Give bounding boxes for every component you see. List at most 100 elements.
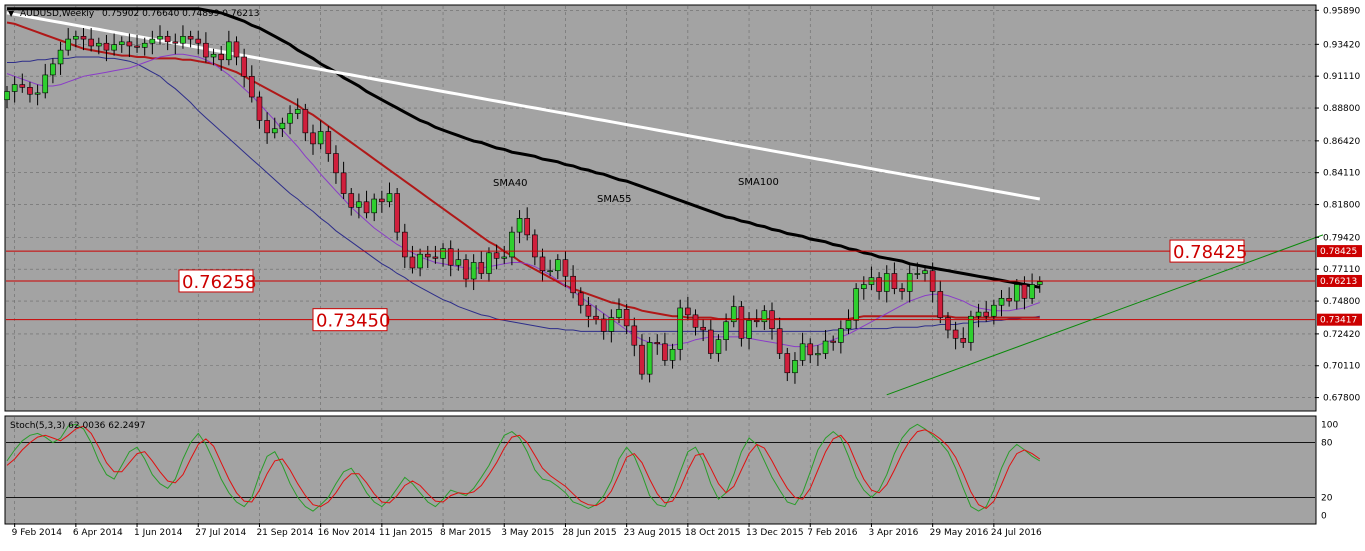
- candle-body: [776, 328, 783, 354]
- bull-candle: [118, 36, 125, 53]
- candle-body: [792, 360, 798, 374]
- candle-body: [593, 315, 599, 320]
- candle-body: [88, 38, 94, 47]
- candle-body: [432, 256, 439, 259]
- bear-candle: [478, 251, 485, 280]
- bull-candle: [96, 37, 102, 55]
- candle-body: [264, 120, 270, 134]
- bear-candle: [363, 190, 370, 219]
- y-tick-label: 0.91110: [1323, 72, 1360, 82]
- candle-body: [333, 153, 339, 174]
- bear-candle: [899, 283, 905, 300]
- x-tick-label: 18 Oct 2015: [685, 528, 741, 538]
- candle-body: [815, 353, 821, 356]
- stoch-signal-line: [6, 425, 1041, 510]
- y-tick-label: 0.72420: [1323, 330, 1360, 340]
- candle-body: [96, 42, 102, 47]
- bear-candle: [401, 223, 408, 268]
- candle-body: [669, 349, 676, 361]
- bear-candle: [593, 305, 599, 325]
- candle-body: [715, 339, 722, 354]
- x-tick-label: 9 Feb 2014: [12, 528, 63, 538]
- candle-body: [233, 41, 240, 58]
- y-tick-label: 0.95890: [1323, 6, 1360, 16]
- bull-candle: [501, 245, 508, 264]
- candle-body: [524, 218, 531, 236]
- candle-body: [249, 76, 255, 98]
- bull-candle: [42, 63, 49, 99]
- bear-candle: [937, 280, 944, 324]
- candle-body: [218, 53, 224, 61]
- stoch-y-tick-label: 20: [1321, 493, 1333, 503]
- bull-candle: [922, 265, 928, 282]
- candle-body: [570, 275, 576, 294]
- candle-body: [746, 320, 752, 339]
- candle-body: [241, 56, 247, 77]
- candle-body: [195, 38, 202, 44]
- bear-candle: [203, 32, 209, 63]
- candle-body: [118, 41, 125, 45]
- candle-body: [876, 277, 882, 292]
- candle-body: [394, 193, 400, 233]
- bull-candle: [998, 290, 1005, 317]
- ohlc-values: 0.75902 0.76640 0.74899 0.76213: [102, 9, 259, 19]
- candle-body: [424, 253, 431, 258]
- sma40-line: [7, 56, 1040, 332]
- horizontal-levels: 0.78425 0.78425 0.76258 0.76213 0.73450 0.734…: [6, 234, 1362, 396]
- candle-body: [807, 343, 814, 356]
- bear-candle: [103, 34, 110, 62]
- candle-body: [738, 306, 745, 339]
- candle-body: [830, 340, 837, 343]
- bull-candle: [111, 33, 117, 56]
- bear-candle: [692, 309, 699, 336]
- bear-candle: [88, 28, 94, 52]
- bull-candle: [677, 299, 684, 361]
- candle-body: [906, 273, 913, 292]
- candle-body: [577, 292, 584, 306]
- candle-body: [4, 91, 10, 101]
- price-axis-marker-label: 0.78425: [1320, 247, 1357, 257]
- candle-body: [126, 41, 133, 47]
- candle-body: [922, 270, 928, 274]
- bear-candle: [409, 245, 416, 274]
- candle-body: [554, 259, 561, 272]
- bull-candle: [991, 299, 997, 325]
- candle-body: [149, 38, 156, 44]
- candle-body: [447, 248, 454, 266]
- symbol-arrow-icon[interactable]: ▼: [8, 9, 15, 18]
- candle-body: [945, 317, 951, 331]
- candle-body: [203, 42, 209, 58]
- bear-candle: [256, 91, 263, 129]
- candle-body: [226, 41, 232, 61]
- x-tick-label: 1 Jun 2014: [134, 528, 183, 538]
- candle-body: [455, 259, 462, 266]
- x-tick-label: 3 Apr 2016: [868, 528, 918, 538]
- price-axis-marker: [1317, 313, 1362, 326]
- candle-body: [256, 96, 263, 121]
- stoch-y-tick-label: 0: [1321, 512, 1327, 522]
- bear-candle: [570, 265, 576, 299]
- bear-candle: [776, 317, 783, 359]
- bull-candle: [226, 30, 232, 66]
- symbol-title: AUDUSD,Weekly: [20, 9, 95, 19]
- bear-candle: [394, 188, 400, 241]
- candle-body: [662, 343, 668, 361]
- candle-body: [608, 317, 615, 332]
- bull-candle: [554, 254, 561, 280]
- bull-candle: [646, 336, 653, 383]
- bull-candle: [486, 247, 492, 282]
- bear-candle: [639, 334, 645, 380]
- x-tick-label: 28 Jun 2015: [562, 528, 616, 538]
- candle-body: [562, 259, 569, 277]
- bear-candle: [27, 81, 33, 103]
- candle-body: [1029, 284, 1035, 299]
- x-tick-label: 27 Jul 2014: [195, 528, 246, 538]
- bull-candle: [11, 76, 18, 103]
- stoch-panel-background: [4, 415, 1317, 525]
- level-label: 0.78425: [1173, 242, 1247, 263]
- candle-body: [623, 309, 630, 327]
- bear-candle: [685, 296, 691, 321]
- candle-body: [302, 109, 309, 134]
- candle-body: [639, 344, 645, 375]
- candle-body: [822, 340, 829, 354]
